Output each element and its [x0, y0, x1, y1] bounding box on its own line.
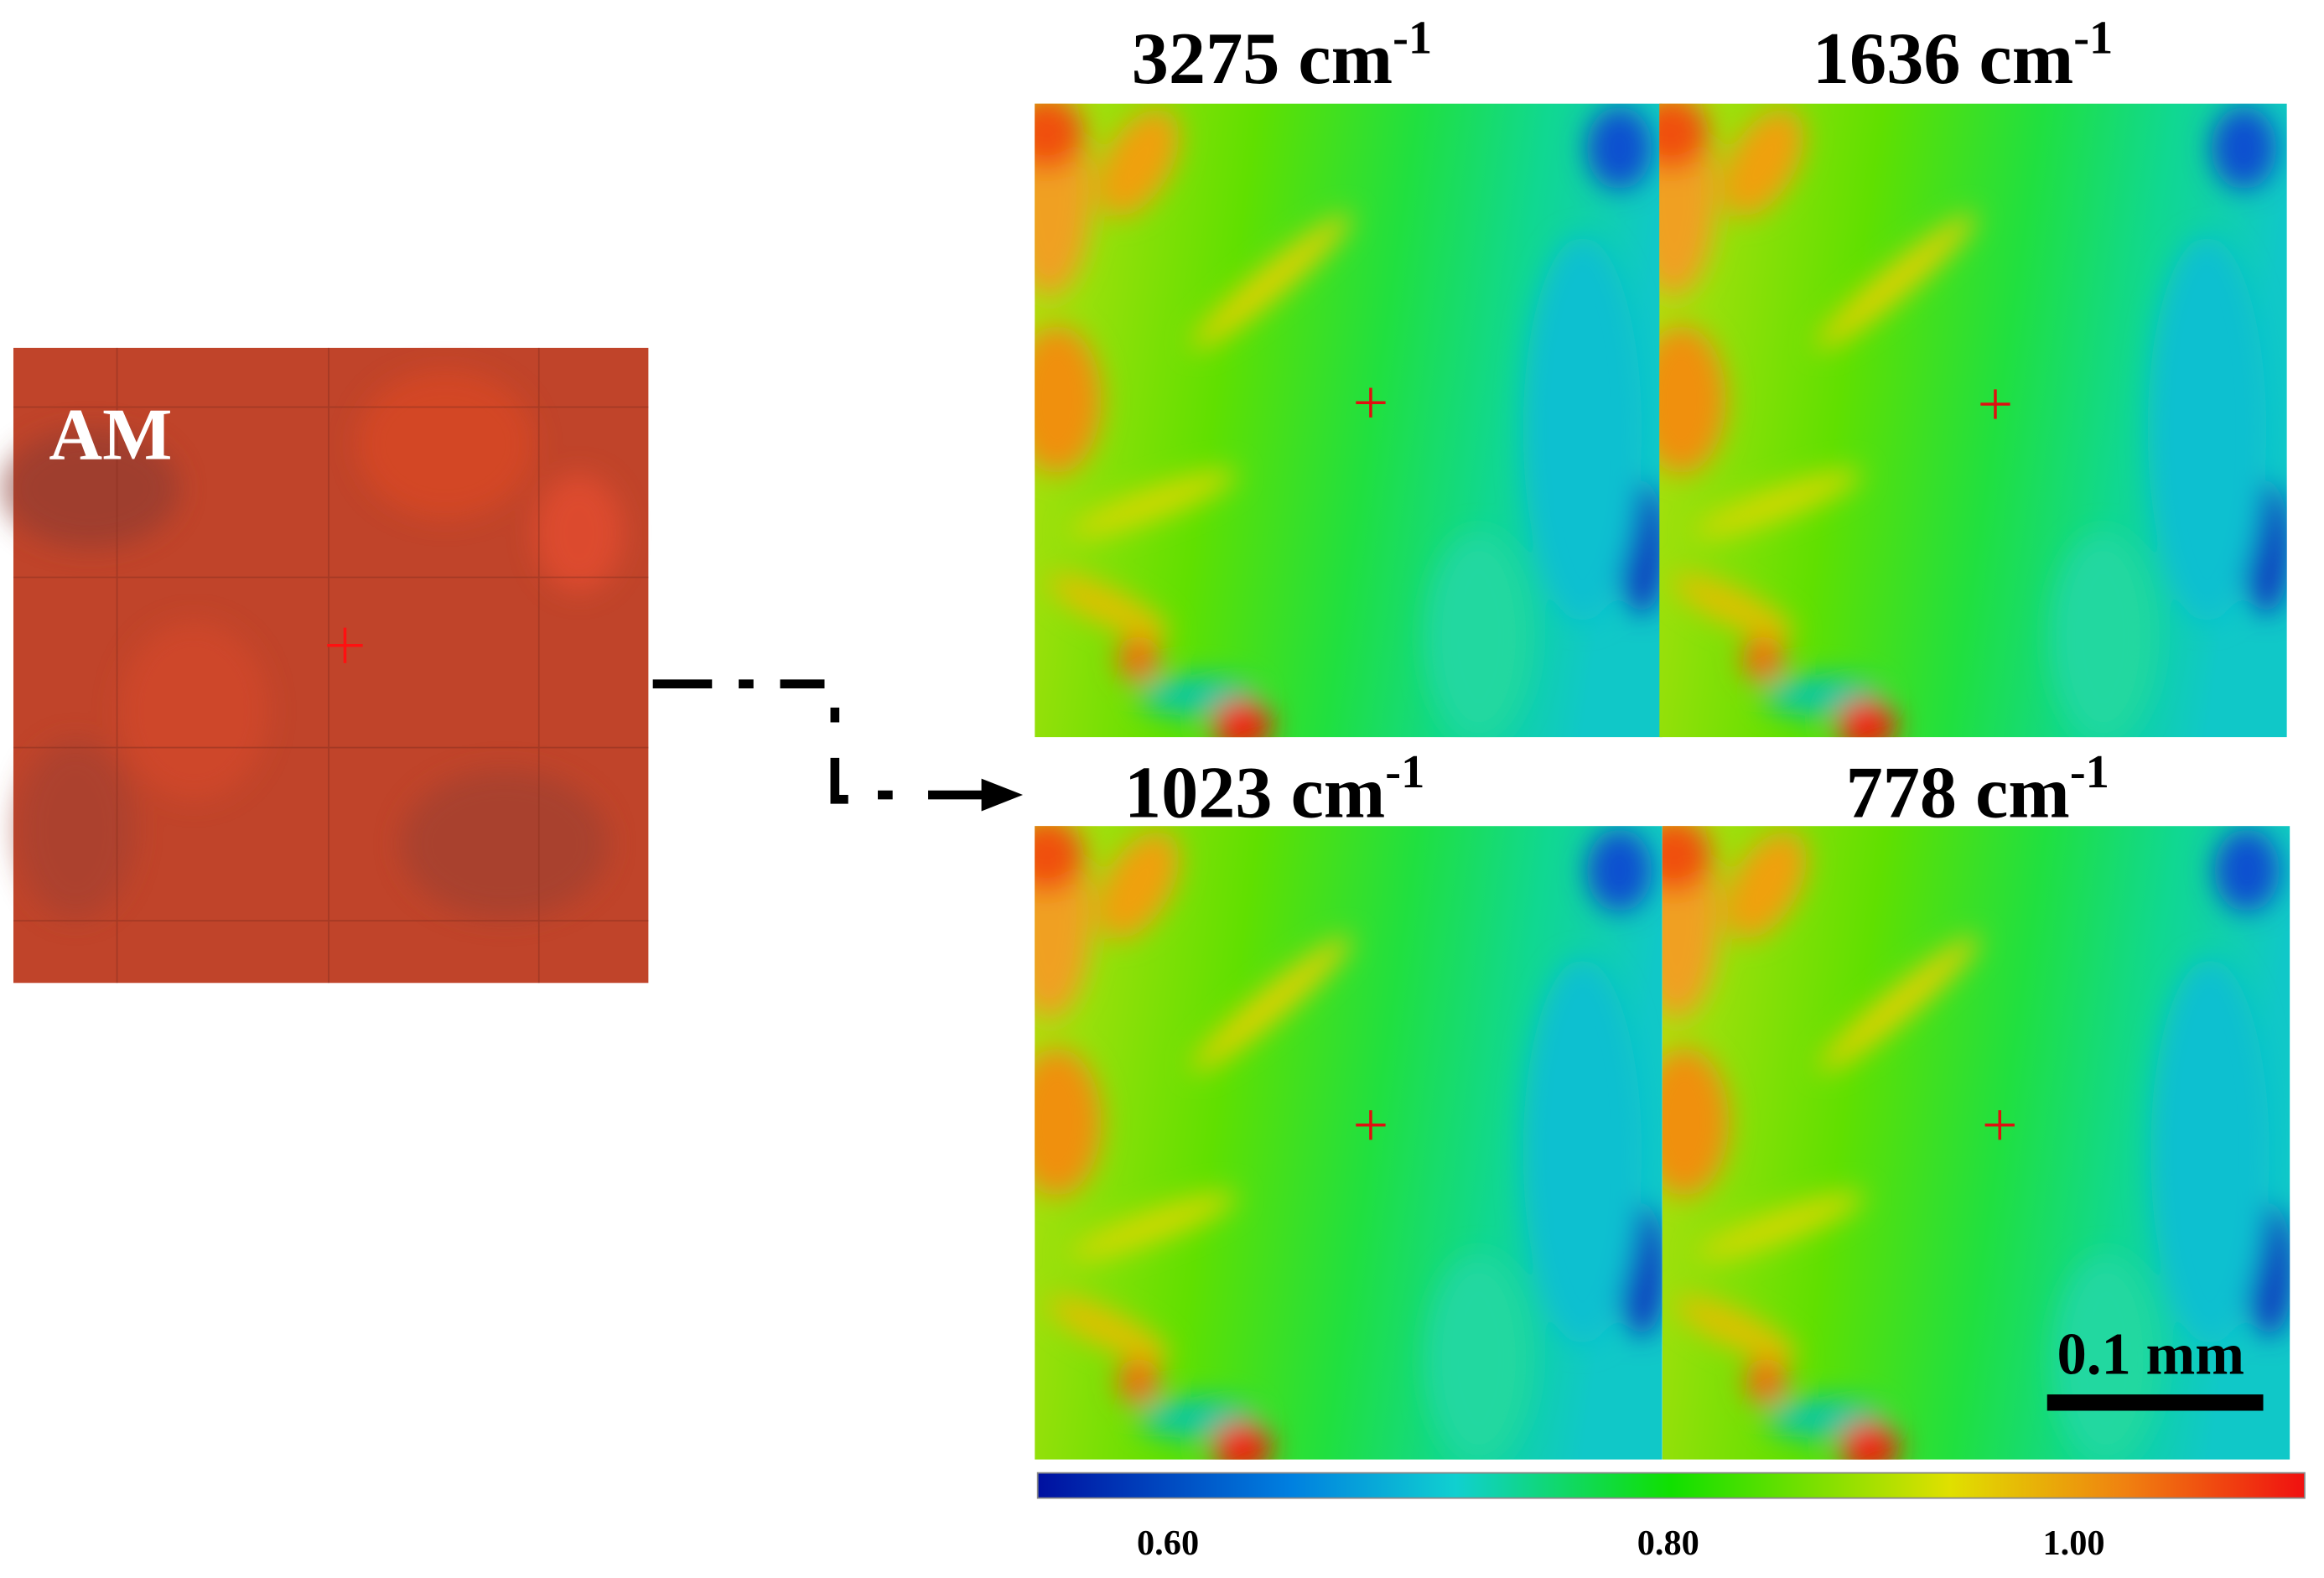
arrow	[652, 679, 1024, 812]
markers	[1356, 387, 2015, 1140]
scale-bar	[2046, 1394, 2264, 1411]
text: 1023 cm	[1124, 752, 1385, 834]
text: 778 cm	[1846, 752, 2070, 834]
colorbar	[1036, 1472, 2306, 1499]
panel-title: 3275 cm-1	[1132, 13, 1432, 100]
panel-title: 778 cm-1	[1846, 746, 2109, 833]
sample-photo: AM	[1, 347, 649, 984]
panel-title: 1023 cm-1	[1124, 746, 1424, 833]
heatmap	[1008, 89, 1665, 752]
heatmap	[1008, 811, 1665, 1474]
text: 3275 cm	[1132, 18, 1393, 100]
sample-label: AM	[49, 393, 172, 475]
scale-bar-label: 0.1 mm	[2057, 1321, 2245, 1387]
text: 1636 cm	[1813, 18, 2073, 100]
colorbar-tick-label: 0.80	[1637, 1523, 1699, 1563]
text: -1	[2070, 746, 2109, 798]
text: -1	[1385, 746, 1424, 798]
text: -1	[1393, 13, 1432, 65]
colorbar-tick-label: 1.00	[2042, 1523, 2104, 1563]
heatmap	[1632, 89, 2290, 752]
colorbar-tick-label: 0.60	[1137, 1523, 1199, 1563]
text: -1	[2073, 13, 2113, 65]
panel-title: 1636 cm-1	[1813, 13, 2113, 100]
